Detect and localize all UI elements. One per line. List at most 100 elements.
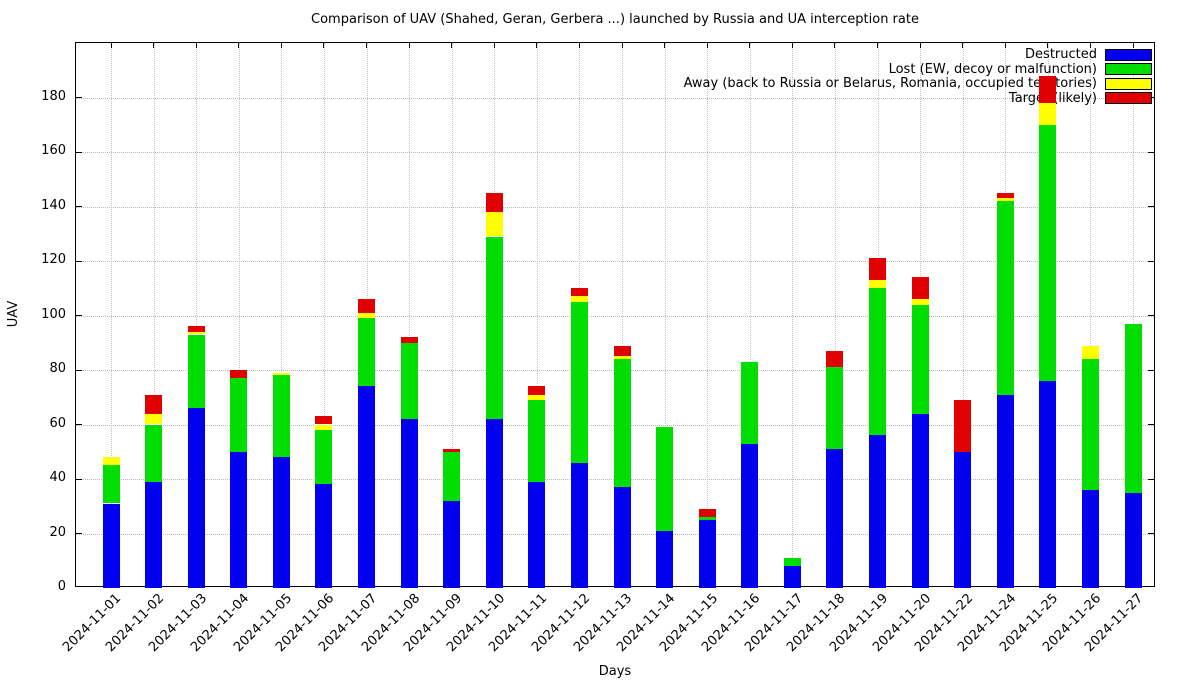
legend-label: Away (back to Russia or Belarus, Romania… — [683, 76, 1097, 92]
bar-segment — [1124, 323, 1142, 493]
gridline-vertical — [749, 43, 751, 586]
bar-segment — [911, 304, 929, 414]
bar-segment — [400, 419, 418, 588]
y-tick-label: 120 — [41, 252, 66, 267]
bar-segment — [528, 400, 546, 482]
x-tick-mark — [578, 43, 580, 48]
bar-segment — [187, 334, 205, 409]
bar-segment — [613, 345, 631, 357]
gridline-vertical — [153, 43, 155, 586]
y-tick-mark — [1148, 315, 1154, 316]
bar-segment — [1124, 492, 1142, 588]
bar-segment — [443, 449, 461, 452]
gridline-vertical — [834, 43, 836, 586]
y-tick-mark — [1148, 151, 1154, 153]
x-tick-mark — [1004, 43, 1006, 48]
legend-row: Destructed — [1025, 48, 1152, 61]
gridline-horizontal — [76, 152, 1154, 153]
y-tick-label: 80 — [49, 361, 66, 376]
y-tick-mark — [76, 151, 82, 153]
bar-segment — [996, 198, 1014, 201]
gridline-vertical — [1133, 43, 1134, 586]
bar-segment — [911, 299, 929, 305]
gridline-vertical — [962, 43, 964, 586]
x-tick-mark — [153, 43, 155, 48]
bar-segment — [272, 457, 290, 588]
bar-segment — [528, 394, 546, 400]
bar-segment — [1039, 75, 1057, 103]
y-tick-mark — [76, 97, 82, 98]
bar-segment — [528, 481, 546, 588]
bar-segment — [698, 519, 716, 588]
x-tick-mark — [536, 43, 538, 48]
gridline-vertical — [238, 43, 240, 586]
y-tick-mark — [1148, 206, 1154, 207]
y-tick-label: 140 — [41, 197, 66, 213]
bar-segment — [570, 288, 588, 297]
bar-segment — [358, 318, 375, 387]
y-tick-label: 180 — [41, 88, 66, 104]
y-tick-mark — [76, 315, 82, 316]
x-tick-mark — [451, 43, 453, 48]
bar-segment — [443, 500, 461, 588]
y-tick-mark — [76, 260, 82, 262]
bar-segment — [741, 361, 759, 444]
y-tick-mark — [1148, 533, 1154, 534]
x-tick-mark — [919, 43, 921, 48]
bar-segment — [145, 424, 163, 482]
bar-segment — [230, 378, 248, 452]
gridline-horizontal — [76, 261, 1154, 262]
legend-row: Away (back to Russia or Belarus, Romania… — [684, 77, 1152, 90]
bar-segment — [826, 449, 844, 588]
bar-segment — [869, 435, 886, 588]
bar-segment — [613, 356, 631, 360]
x-tick-mark — [195, 43, 197, 48]
bar-segment — [1081, 359, 1099, 490]
gridline-vertical — [536, 43, 538, 586]
gridline-vertical — [622, 43, 623, 586]
gridline-vertical — [323, 43, 325, 586]
y-tick-mark — [76, 533, 82, 534]
bar-segment — [272, 372, 290, 376]
x-tick-mark — [238, 43, 240, 48]
bar-segment — [315, 424, 333, 430]
bar-segment — [570, 301, 588, 463]
gridline-vertical — [1090, 43, 1092, 586]
bar-segment — [954, 400, 972, 452]
chart-title: Comparison of UAV (Shahed, Geran, Gerber… — [311, 12, 919, 27]
y-tick-mark — [1148, 369, 1154, 371]
x-tick-mark — [366, 43, 367, 48]
bar-segment — [996, 201, 1014, 395]
bar-segment — [145, 481, 163, 588]
bar-segment — [485, 192, 503, 212]
y-tick-label: 20 — [49, 524, 66, 540]
gridline-vertical — [111, 43, 112, 586]
y-tick-label: 40 — [49, 470, 66, 485]
y-tick-label: 60 — [49, 415, 66, 431]
gridline-horizontal — [76, 315, 1154, 317]
bar-segment — [230, 451, 248, 589]
bar-segment — [187, 326, 205, 332]
plot-area — [75, 42, 1155, 589]
gridline-vertical — [196, 43, 198, 586]
bars-layer — [76, 43, 1154, 589]
bar-segment — [869, 288, 886, 436]
bar-segment — [230, 370, 248, 379]
legend-label: Lost (EW, decoy or malfunction) — [888, 61, 1097, 77]
gridline-horizontal — [76, 97, 1154, 99]
bar-segment — [826, 367, 844, 450]
bar-segment — [102, 457, 120, 466]
bar-segment — [869, 280, 886, 289]
bar-segment — [613, 487, 631, 588]
x-tick-mark — [323, 43, 325, 48]
bar-segment — [954, 451, 972, 589]
y-tick-label: 0 — [57, 579, 66, 594]
bar-segment — [698, 517, 716, 520]
x-tick-mark — [962, 43, 964, 48]
gridline-vertical — [707, 43, 709, 586]
bar-segment — [1039, 102, 1057, 125]
y-tick-mark — [76, 206, 82, 207]
gridline-vertical — [451, 43, 453, 586]
x-tick-mark — [110, 43, 112, 48]
